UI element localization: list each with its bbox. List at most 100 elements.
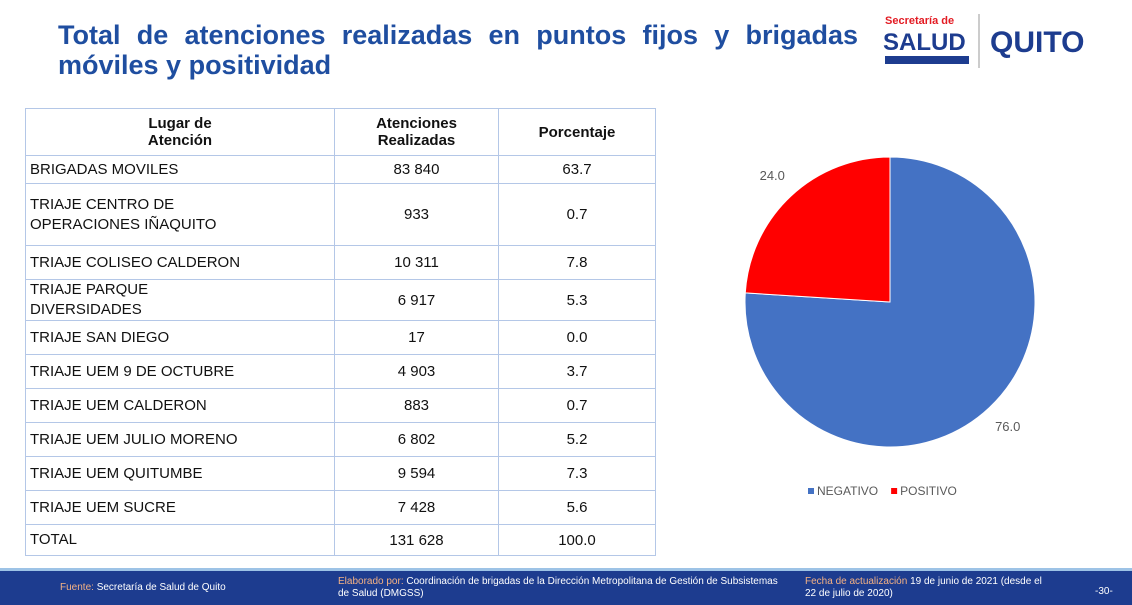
source-label: Fuente: — [60, 582, 94, 593]
table-cell: 63.7 — [498, 155, 656, 184]
table-cell: TRIAJE UEM QUITUMBE — [25, 456, 335, 491]
cell-text: 0.0 — [566, 329, 588, 346]
cell-text: TRIAJE UEM QUITUMBE — [30, 464, 203, 482]
source: Fuente: Secretaría de Salud de Quito — [60, 582, 226, 594]
table-cell: TRIAJE UEM JULIO MORENO — [25, 422, 335, 457]
table-cell: 6 917 — [334, 279, 499, 321]
legend-label: NEGATIVO — [817, 484, 878, 498]
data-label: 76.0 — [995, 419, 1020, 434]
table-cell: 883 — [334, 388, 499, 423]
table-cell: 17 — [334, 320, 499, 355]
source-text: Secretaría de Salud de Quito — [96, 582, 226, 593]
header-text: Porcentaje — [538, 123, 616, 141]
table-row: TRIAJE UEM QUITUMBE 9 594 7.3 — [25, 456, 656, 491]
table-cell: 3.7 — [498, 354, 656, 389]
cell-text: TRIAJE UEM SUCRE — [30, 498, 176, 516]
table-cell: 5.6 — [498, 490, 656, 525]
cell-text: 0.7 — [566, 397, 588, 414]
logo-bar — [885, 56, 969, 64]
page-number: -30- — [1095, 586, 1113, 597]
table-cell: TOTAL — [25, 524, 335, 556]
cell-text: 6 917 — [397, 291, 436, 309]
cell-text: TRIAJE SAN DIEGO — [30, 328, 170, 346]
data-label: 24.0 — [760, 168, 785, 183]
table-cell: TRIAJE UEM SUCRE — [25, 490, 335, 525]
column-header: Porcentaje — [498, 108, 656, 156]
cell-text: 3.7 — [566, 363, 588, 380]
logo: Secretaría de SALUD QUITO — [883, 14, 1084, 68]
table-row: BRIGADAS MOVILES 83 840 63.7 — [25, 155, 656, 184]
cell-text: 5.3 — [566, 291, 588, 309]
legend-label: POSITIVO — [900, 484, 957, 498]
cell-text: 9 594 — [397, 465, 436, 482]
table-cell: 100.0 — [498, 524, 656, 556]
table-cell: 0.7 — [498, 388, 656, 423]
date-text: 19 de junio de 2021 (desde el 22 de juli… — [805, 576, 1042, 599]
cell-text: TRIAJE UEM 9 DE OCTUBRE — [30, 362, 235, 380]
pie-slice — [744, 156, 891, 303]
column-header: Lugar de Atención — [25, 108, 335, 156]
table-cell: 7.8 — [498, 245, 656, 280]
table: Lugar de Atención Atenciones Realizadas Po… — [25, 108, 656, 556]
table-row: TRIAJE SAN DIEGO 17 0.0 — [25, 320, 656, 355]
table-cell: TRIAJE PARQUE DIVERSIDADES — [25, 279, 335, 321]
header-text: Lugar de Atención — [147, 115, 213, 149]
cell-text: 131 628 — [389, 531, 444, 549]
logo-city: QUITO — [990, 26, 1084, 59]
pie-chart: 76.0 24.0 NEGATIVO POSITIVO — [744, 156, 1036, 498]
cell-text: 7.3 — [566, 465, 588, 482]
cell-text: 883 — [403, 397, 430, 414]
table-row: TOTAL 131 628 100.0 — [25, 524, 656, 556]
cell-text: 7 428 — [397, 499, 436, 516]
cell-text: 7.8 — [566, 254, 588, 271]
table-cell: TRIAJE CENTRO DE OPERACIONES IÑAQUITO — [25, 183, 335, 246]
cell-text: TOTAL — [30, 531, 77, 548]
cell-text: 933 — [403, 206, 430, 223]
cell-text: 5.2 — [566, 431, 588, 448]
date-label: Fecha de actualización — [805, 576, 908, 587]
cell-text: 17 — [408, 329, 425, 346]
table-cell: 0.0 — [498, 320, 656, 355]
table-row: TRIAJE UEM JULIO MORENO 6 802 5.2 — [25, 422, 656, 457]
cell-text: TRIAJE UEM JULIO MORENO — [30, 430, 238, 448]
table-cell: TRIAJE SAN DIEGO — [25, 320, 335, 355]
legend-swatch — [891, 488, 898, 494]
made-text: Coordinación de brigadas de la Dirección… — [338, 576, 778, 599]
legend-swatch — [808, 488, 814, 494]
cell-text: 83 840 — [393, 161, 440, 178]
column-header: Atenciones Realizadas — [334, 108, 499, 156]
table-cell: 6 802 — [334, 422, 499, 457]
table-cell: 5.3 — [498, 279, 656, 321]
logo-main: SALUD — [883, 29, 966, 56]
table-row: TRIAJE PARQUE DIVERSIDADES 6 917 5.3 — [25, 279, 656, 321]
title: Total de atenciones realizadas en puntos… — [58, 20, 858, 80]
cell-text: 63.7 — [562, 161, 592, 178]
table-cell: 83 840 — [334, 155, 499, 184]
cell-text: 100.0 — [558, 531, 596, 549]
table-row: TRIAJE UEM SUCRE 7 428 5.6 — [25, 490, 656, 525]
cell-text: TRIAJE CENTRO DE OPERACIONES IÑAQUITO — [30, 195, 217, 233]
made: Elaborado por: Coordinación de brigadas … — [338, 576, 788, 600]
table-cell: BRIGADAS MOVILES — [25, 155, 335, 184]
date: Fecha de actualización 19 de junio de 20… — [805, 576, 1055, 600]
table-row: TRIAJE CENTRO DE OPERACIONES IÑAQUITO 933… — [25, 183, 656, 246]
table-cell: 9 594 — [334, 456, 499, 491]
table-cell: 7 428 — [334, 490, 499, 525]
table-row: TRIAJE COLISEO CALDERON 10 311 7.8 — [25, 245, 656, 280]
table-cell: TRIAJE UEM CALDERON — [25, 388, 335, 423]
table-cell: TRIAJE COLISEO CALDERON — [25, 245, 335, 280]
cell-text: TRIAJE PARQUE DIVERSIDADES — [30, 281, 149, 318]
table-row: TRIAJE UEM 9 DE OCTUBRE 4 903 3.7 — [25, 354, 656, 389]
cell-text: 10 311 — [394, 254, 439, 271]
cell-text: TRIAJE UEM CALDERON — [30, 396, 207, 414]
table-cell: TRIAJE UEM 9 DE OCTUBRE — [25, 354, 335, 389]
table-cell: 10 311 — [334, 245, 499, 280]
cell-text: 0.7 — [566, 206, 588, 223]
table-row: TRIAJE UEM CALDERON 883 0.7 — [25, 388, 656, 423]
header-text: Atenciones Realizadas — [376, 115, 457, 149]
cell-text: 4 903 — [397, 363, 436, 380]
cell-text: 6 802 — [397, 431, 436, 448]
cell-text: TRIAJE COLISEO CALDERON — [30, 253, 241, 271]
footer: Fuente: Secretaría de Salud de Quito Ela… — [0, 568, 1132, 605]
